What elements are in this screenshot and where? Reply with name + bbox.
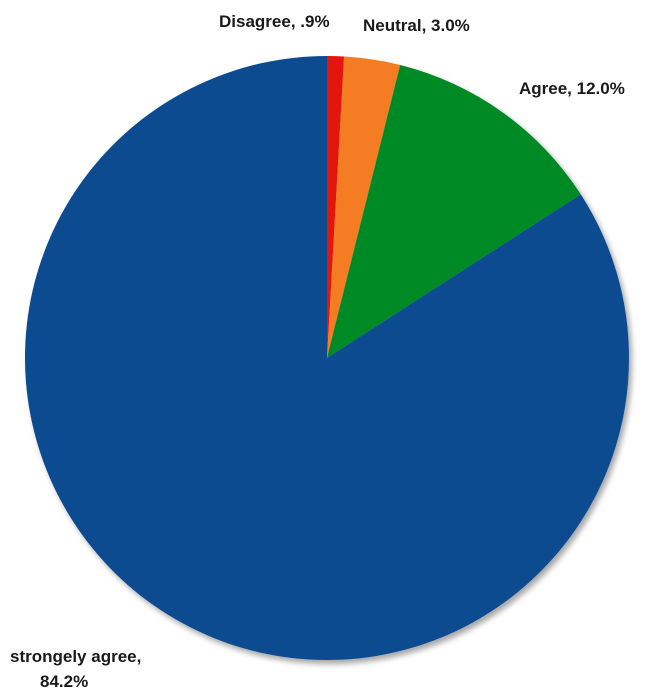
label-strongely-agree-line2: 84.2% bbox=[40, 672, 88, 691]
pie-slice-strongely-agree bbox=[24, 55, 629, 660]
label-neutral: Neutral, 3.0% bbox=[363, 16, 470, 35]
label-strongely-agree-line1: strongely agree, bbox=[10, 647, 141, 666]
label-agree: Agree, 12.0% bbox=[519, 79, 625, 98]
label-strongely-agree: strongely agree, 84.2% bbox=[10, 647, 146, 691]
pie-slices bbox=[24, 55, 629, 660]
label-disagree: Disagree, .9% bbox=[219, 12, 330, 31]
pie-slice-disagree bbox=[327, 56, 345, 358]
pie-slice-agree bbox=[327, 65, 581, 358]
pie-slice-neutral bbox=[327, 56, 401, 358]
